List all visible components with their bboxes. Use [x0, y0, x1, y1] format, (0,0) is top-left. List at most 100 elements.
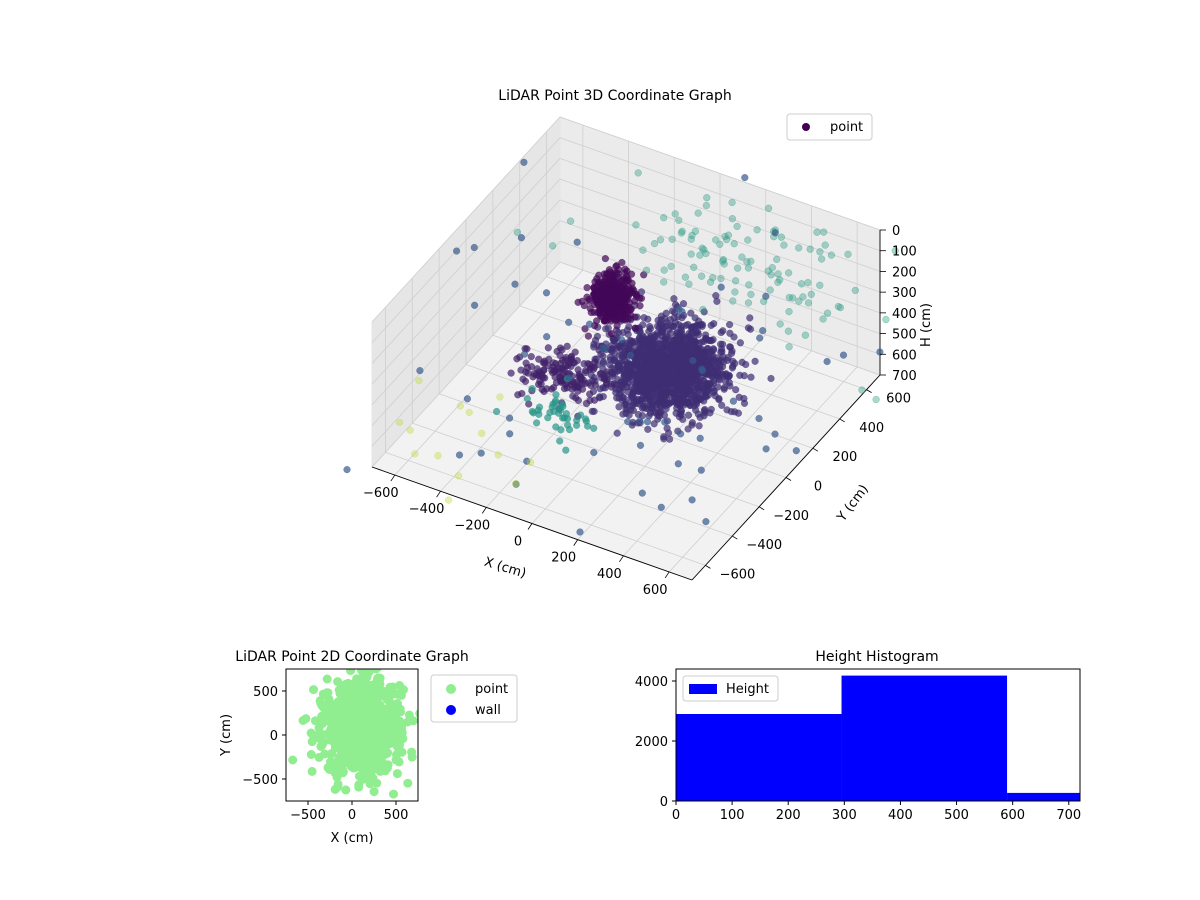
point-3d-main — [673, 355, 681, 364]
point-3d-sparse — [470, 243, 478, 252]
point-3d-wing — [507, 369, 515, 377]
point-3d-back-grid — [872, 395, 880, 404]
point-3d-sparse — [762, 445, 770, 453]
point-3d-sparse — [626, 351, 635, 359]
point-3d-column — [581, 325, 589, 333]
point-3d-back-grid — [767, 271, 775, 279]
point-3d-main — [698, 322, 706, 331]
point-3d-main — [634, 410, 643, 419]
point-3d-main — [669, 378, 677, 386]
point-3d-column — [605, 302, 613, 310]
point-3d-wing — [541, 374, 549, 382]
point-3d-wing — [603, 368, 611, 376]
point-3d-yellow — [434, 452, 442, 460]
point-3d-back-grid — [733, 264, 742, 272]
point-3d-back-grid — [747, 290, 755, 299]
point-3d-column — [636, 302, 644, 310]
point-3d-main — [612, 388, 620, 397]
point-3d-column — [614, 289, 622, 297]
point-3d-sparse — [517, 234, 526, 242]
point-3d-column — [612, 262, 620, 271]
point-3d-main — [602, 325, 610, 333]
point-3d-back-grid — [834, 302, 843, 311]
point-3d-sparse — [638, 489, 646, 497]
grid-z-left — [371, 178, 561, 385]
point-3d-back-grid — [685, 280, 693, 288]
point-3d-main — [656, 383, 664, 391]
point-3d-back-grid — [777, 233, 786, 241]
point-3d-front-grid — [549, 400, 557, 408]
point-3d-main — [695, 422, 703, 430]
point-3d-sparse — [452, 247, 461, 255]
point-2d — [369, 683, 379, 693]
point-3d-sparse — [505, 414, 514, 422]
point-3d-back-grid — [799, 293, 807, 301]
grid-z-back — [559, 116, 881, 231]
point-3d-back-grid — [776, 320, 784, 328]
point-3d-yellow — [494, 451, 502, 459]
point-3d-back-grid — [660, 214, 668, 222]
point-3d-main — [695, 381, 703, 389]
point-3d-back-grid — [785, 293, 793, 302]
point-3d-main — [662, 333, 670, 341]
point-3d-wing — [558, 346, 566, 354]
point-2d — [333, 779, 343, 789]
point-3d-front-grid — [528, 384, 536, 393]
point-3d-main — [742, 360, 750, 369]
point-3d-back-grid — [687, 250, 695, 258]
point-3d-column — [631, 324, 639, 332]
point-2d — [371, 669, 381, 674]
point-3d-main — [697, 345, 705, 353]
point-3d-main — [622, 399, 631, 407]
point-3d-back-grid — [722, 235, 731, 244]
point-3d-front-grid — [523, 394, 531, 403]
legend-hist-box — [682, 675, 779, 702]
point-3d-back-grid — [804, 278, 812, 287]
chart-2d-title: LiDAR Point 2D Coordinate Graph — [235, 649, 468, 665]
point-3d-main — [735, 393, 743, 401]
point-3d-back-grid — [816, 248, 824, 256]
point-3d-wing — [558, 356, 567, 365]
point-3d-front-grid — [535, 403, 544, 411]
tick-label-3d-z: 200 — [892, 265, 917, 280]
tick-label-hist-y: 2000 — [635, 735, 668, 750]
point-3d-yellow — [496, 393, 504, 401]
point-3d-wing — [551, 373, 559, 381]
point-2d — [317, 711, 327, 721]
point-3d-main — [588, 407, 596, 416]
point-3d-sparse — [702, 517, 710, 526]
grid-y-floor — [412, 422, 733, 537]
point-3d-wing — [534, 380, 543, 389]
point-3d-wing — [573, 356, 581, 365]
point-3d-main — [736, 339, 745, 347]
point-3d-back-grid — [667, 262, 675, 271]
grid-z-left — [371, 116, 561, 323]
point-3d-sparse — [576, 528, 584, 536]
tick-label-hist-x: 0 — [672, 808, 680, 823]
point-2d — [352, 688, 362, 698]
point-2d — [403, 717, 413, 727]
point-3d-main — [677, 326, 686, 335]
point-3d-front-grid — [546, 408, 554, 417]
point-2d — [376, 725, 386, 735]
point-2d — [341, 679, 351, 689]
point-3d-back-grid — [634, 169, 642, 177]
point-3d-sparse — [624, 417, 632, 426]
point-3d-column — [614, 283, 622, 291]
point-3d-column — [615, 312, 623, 320]
point-2d — [421, 714, 430, 723]
chart-2d-xlabel: X (cm) — [331, 831, 374, 846]
point-3d-main — [705, 336, 713, 345]
point-3d-wing — [544, 344, 552, 352]
point-3d-wing — [518, 389, 526, 398]
point-2d — [407, 752, 417, 762]
point-3d-main — [687, 337, 695, 346]
tick-3d-y — [812, 447, 819, 452]
point-3d-front-grid — [532, 419, 541, 427]
tick-label-2d-y: 500 — [253, 685, 278, 700]
point-3d-back-grid — [844, 250, 852, 258]
point-3d-column — [590, 308, 598, 317]
point-3d-back-grid — [632, 221, 640, 229]
point-3d-column — [593, 298, 602, 306]
point-2d — [350, 708, 360, 718]
